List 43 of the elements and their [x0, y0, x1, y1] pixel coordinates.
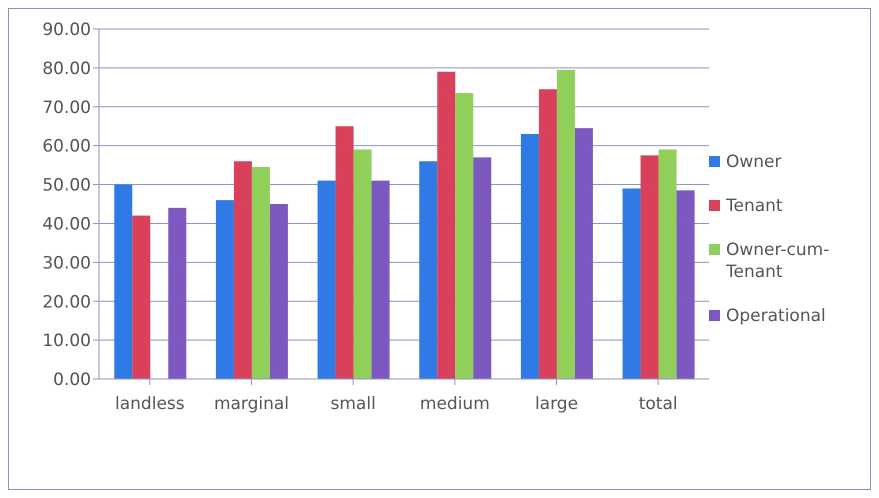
bar	[216, 200, 234, 379]
bar	[640, 155, 659, 379]
x-tick-label: medium	[420, 394, 490, 414]
bar	[114, 184, 132, 379]
y-tick-label: 80.00	[42, 58, 91, 79]
bar	[419, 161, 438, 379]
bar	[658, 150, 677, 379]
bar	[372, 180, 390, 379]
y-tick-label: 60.00	[42, 136, 91, 157]
bar	[473, 157, 492, 379]
legend-label: Owner-cum-Tenant	[726, 239, 830, 283]
bar	[234, 161, 252, 379]
bar	[520, 134, 539, 379]
bar	[318, 180, 336, 379]
bar	[270, 204, 288, 379]
legend-label: Tenant	[726, 195, 783, 217]
bar	[132, 216, 150, 379]
legend-label: Owner	[726, 151, 782, 173]
x-tick-label: small	[330, 394, 376, 414]
bar	[252, 167, 270, 379]
bar	[336, 126, 354, 379]
bar	[455, 93, 474, 379]
bar	[574, 128, 593, 379]
bar	[354, 150, 372, 379]
bar	[556, 70, 575, 379]
bar	[168, 208, 186, 379]
bar	[622, 188, 641, 379]
bar	[437, 72, 456, 379]
x-tick-label: marginal	[214, 394, 290, 414]
y-tick-label: 70.00	[42, 98, 91, 118]
bar	[538, 89, 557, 379]
y-tick-label: 10.00	[42, 331, 91, 352]
y-tick-label: 40.00	[42, 214, 91, 234]
y-tick-label: 90.00	[42, 20, 91, 40]
y-tick-label: 30.00	[42, 253, 91, 274]
x-tick-label: large	[534, 394, 578, 414]
y-tick-label: 0.00	[53, 370, 91, 390]
y-tick-label: 50.00	[42, 176, 91, 196]
bar	[676, 190, 695, 379]
x-tick-label: total	[638, 394, 678, 414]
x-tick-label: landless	[115, 394, 185, 414]
legend-label: Operational	[726, 305, 826, 327]
y-tick-label: 20.00	[42, 292, 91, 312]
